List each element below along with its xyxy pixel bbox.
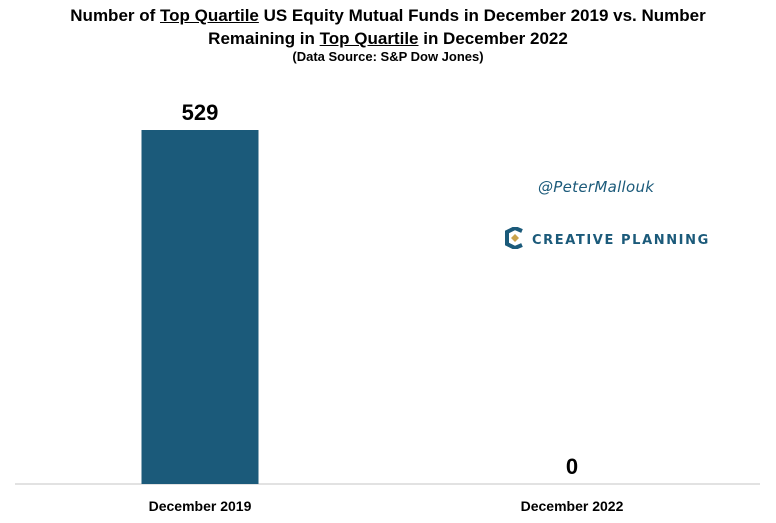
- bar-1: [141, 130, 259, 484]
- title-underlined-b: Top Quartile: [319, 29, 419, 48]
- data-label-1: 529: [182, 100, 219, 125]
- x-tick-label-1: December 2019: [149, 498, 252, 514]
- title-line-2: Remaining in Top Quartile in December 20…: [0, 27, 776, 50]
- brand-logo: CREATIVE PLANNING: [505, 225, 710, 254]
- data-label-2: 0: [566, 454, 578, 479]
- watermark-handle: @PeterMallouk: [538, 178, 655, 196]
- title-text-c: Remaining in: [208, 29, 320, 48]
- chart-title: Number of Top Quartile US Equity Mutual …: [0, 4, 776, 50]
- title-line-1: Number of Top Quartile US Equity Mutual …: [0, 4, 776, 27]
- creative-planning-logo-icon: [505, 225, 525, 254]
- title-text-a: Number of: [70, 6, 161, 25]
- title-underlined-a: Top Quartile: [160, 6, 259, 25]
- x-tick-label-2: December 2022: [521, 498, 624, 514]
- chart-subtitle: (Data Source: S&P Dow Jones): [292, 49, 484, 64]
- chart-marks: 529 December 2019 0 December 2022: [141, 100, 624, 514]
- title-text-b: US Equity Mutual Funds in December 2019 …: [258, 6, 706, 25]
- title-text-d: in December 2022: [418, 29, 568, 48]
- brand-name: CREATIVE PLANNING: [532, 233, 710, 248]
